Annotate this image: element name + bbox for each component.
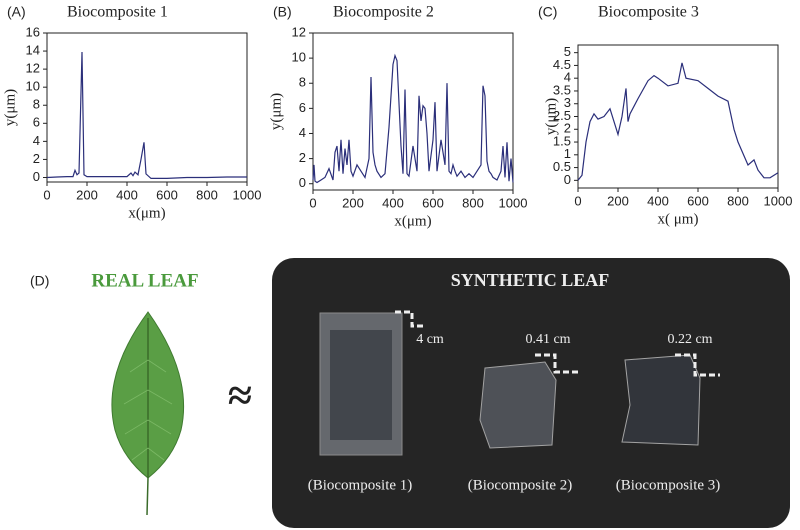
x-tick-label: 200 [342,195,364,210]
x-tick-label: 600 [422,195,444,210]
panel-label: (A) [7,4,26,20]
y-tick-label: 8 [33,97,40,112]
real-leaf-title: REAL LEAF [91,270,198,291]
x-tick-label: 1000 [499,195,528,210]
x-tick-label: 600 [687,193,709,208]
scale-label: 0.41 cm [525,332,570,347]
x-tick-label: 800 [462,195,484,210]
y-tick-label: 4 [299,125,306,140]
x-tick-label: 1000 [233,187,262,202]
profile-line [46,51,247,179]
x-tick-label: 0 [309,195,316,210]
y-tick-label: 4 [33,133,40,148]
y-tick-label: 5 [564,44,571,59]
y-tick-label: 8 [299,75,306,90]
x-axis-label: x(μm) [128,205,165,221]
plot-frame [312,32,514,191]
profile-line [312,53,514,184]
y-tick-label: 0 [299,175,306,190]
y-tick-label: 2.5 [553,108,571,123]
y-tick-label: 10 [26,79,40,94]
chart-title: Biocomposite 2 [333,4,434,21]
y-tick-label: 2 [564,121,571,136]
approx-sign: ≈ [228,371,252,420]
panel-label: (B) [273,4,292,20]
y-axis-label: y(μm) [543,98,559,135]
y-tick-label: 12 [26,61,40,76]
x-axis-label: x(μm) [394,213,431,229]
y-tick-label: 0 [564,172,571,187]
y-tick-label: 12 [292,24,306,39]
scale-label: 4 cm [416,332,444,347]
x-axis-label: x( μm) [658,211,699,227]
y-tick-label: 0.5 [553,159,571,174]
plot-frame [577,44,779,189]
plot-frame [46,32,248,183]
x-tick-label: 0 [574,193,581,208]
sample-pieces [319,310,720,456]
y-axis-label: y(μm) [268,93,284,130]
y-tick-label: 1.5 [553,133,571,148]
x-tick-label: 800 [196,187,218,202]
chart-title: Biocomposite 3 [598,4,699,21]
y-tick-label: 2 [299,150,306,165]
profile-line [577,62,779,181]
y-tick-label: 6 [299,100,306,115]
y-tick-label: 1 [564,146,571,161]
sample-label: (Biocomposite 1) [308,477,413,493]
y-tick-label: 6 [33,115,40,130]
x-tick-label: 600 [156,187,178,202]
x-tick-label: 400 [116,187,138,202]
x-tick-label: 400 [382,195,404,210]
y-tick-label: 4 [564,70,571,85]
panel-label: (C) [538,4,557,20]
chart-title: Biocomposite 1 [67,4,168,21]
y-tick-label: 16 [26,24,40,39]
x-tick-label: 0 [43,187,50,202]
x-tick-label: 1000 [764,193,793,208]
x-tick-label: 200 [607,193,629,208]
y-tick-label: 4.5 [553,57,571,72]
scale-label: 0.22 cm [667,332,712,347]
y-tick-label: 3 [564,95,571,110]
y-tick-label: 14 [26,42,40,57]
y-tick-label: 10 [292,50,306,65]
y-axis-label: y(μm) [2,89,18,126]
x-tick-label: 800 [727,193,749,208]
leaf-image [111,311,185,516]
y-tick-label: 0 [33,169,40,184]
y-tick-label: 2 [33,151,40,166]
x-tick-label: 200 [76,187,98,202]
sample-label: (Biocomposite 3) [616,477,721,493]
synthetic-leaf-title: SYNTHETIC LEAF [451,270,610,290]
x-tick-label: 400 [647,193,669,208]
sample-label: (Biocomposite 2) [468,477,573,493]
panel-label: (D) [30,273,49,289]
y-tick-label: 3.5 [553,82,571,97]
